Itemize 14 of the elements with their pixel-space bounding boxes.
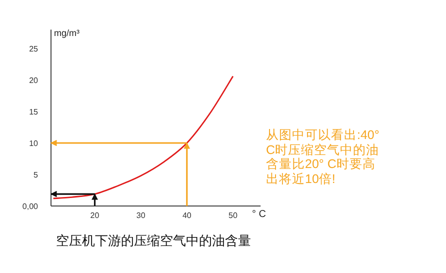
text: 从图中可以看出:40° C时压缩空气中的油含量比20° C时要高出将近10倍! bbox=[266, 128, 380, 186]
x-tick-label: 20 bbox=[90, 211, 100, 220]
y-tick-label: 25 bbox=[29, 44, 39, 54]
text: 空压机下游的压缩空气中的油含量 bbox=[56, 233, 251, 248]
y-tick-label: 5 bbox=[34, 170, 39, 180]
x-tick-label: 30 bbox=[136, 211, 146, 220]
y-tick-label: 10 bbox=[29, 139, 39, 148]
x-axis-title: ° C bbox=[252, 209, 266, 220]
y-tick-label: 15 bbox=[29, 108, 39, 116]
y-axis-title: mg/m³ bbox=[54, 28, 80, 38]
y-tick-label: 20 bbox=[29, 76, 39, 85]
x-tick-label: 40 bbox=[182, 211, 192, 220]
x-tick-label: 50 bbox=[228, 211, 238, 220]
y-tick-label: 0,00 bbox=[22, 202, 39, 211]
